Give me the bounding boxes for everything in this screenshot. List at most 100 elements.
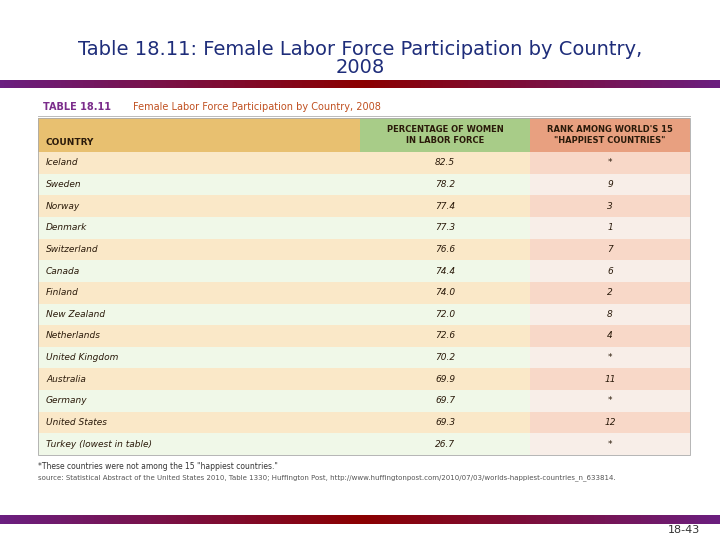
Bar	[180, 515, 184, 524]
Bar	[533, 515, 537, 524]
Bar	[652, 515, 656, 524]
Bar	[540, 80, 544, 88]
Bar	[479, 515, 483, 524]
Text: Finland: Finland	[46, 288, 79, 297]
Bar	[76, 80, 80, 88]
Bar	[616, 515, 620, 524]
Bar	[410, 515, 415, 524]
Bar	[450, 515, 454, 524]
Bar	[698, 80, 703, 88]
Text: Denmark: Denmark	[46, 223, 87, 232]
Bar	[223, 515, 228, 524]
Bar	[544, 80, 548, 88]
Bar	[425, 515, 429, 524]
Bar	[40, 80, 44, 88]
Bar	[547, 515, 552, 524]
Bar	[29, 515, 33, 524]
Bar	[205, 515, 210, 524]
Bar	[342, 80, 346, 88]
Bar	[40, 515, 44, 524]
Bar	[655, 80, 660, 88]
Bar	[38, 434, 530, 455]
Bar	[148, 515, 152, 524]
Bar	[529, 515, 534, 524]
Bar	[241, 80, 246, 88]
Bar	[155, 515, 159, 524]
Bar	[511, 515, 516, 524]
Bar	[360, 118, 530, 152]
Bar	[360, 80, 364, 88]
Bar	[38, 239, 530, 260]
Bar	[148, 80, 152, 88]
Bar	[464, 515, 469, 524]
Bar	[583, 80, 588, 88]
Bar	[317, 80, 321, 88]
Bar	[97, 80, 102, 88]
Bar	[530, 152, 690, 174]
Bar	[530, 303, 690, 325]
Bar	[212, 80, 217, 88]
Bar	[187, 515, 192, 524]
Bar	[706, 80, 710, 88]
Bar	[691, 80, 696, 88]
Bar	[461, 80, 465, 88]
Bar	[126, 515, 130, 524]
Bar	[446, 515, 451, 524]
Text: 12: 12	[604, 418, 616, 427]
Bar	[378, 515, 382, 524]
Bar	[637, 80, 642, 88]
Bar	[115, 80, 120, 88]
Bar	[58, 80, 62, 88]
Bar	[662, 515, 667, 524]
Bar	[36, 515, 40, 524]
Bar	[54, 80, 58, 88]
Bar	[234, 515, 238, 524]
Bar	[7, 515, 12, 524]
Bar	[266, 80, 271, 88]
Bar	[436, 515, 440, 524]
Bar	[209, 515, 213, 524]
Bar	[90, 80, 94, 88]
Bar	[421, 515, 426, 524]
Bar	[486, 80, 490, 88]
Bar	[338, 515, 343, 524]
Bar	[198, 80, 202, 88]
Bar	[536, 80, 541, 88]
Bar	[432, 80, 436, 88]
Bar	[274, 80, 278, 88]
Text: 82.5: 82.5	[435, 158, 455, 167]
Text: 18-43: 18-43	[667, 525, 700, 535]
Text: 69.3: 69.3	[435, 418, 455, 427]
Bar	[569, 515, 573, 524]
Text: 69.7: 69.7	[435, 396, 455, 406]
Bar	[353, 515, 357, 524]
Text: *: *	[608, 158, 612, 167]
Bar	[407, 515, 411, 524]
Bar	[554, 80, 559, 88]
Bar	[378, 80, 382, 88]
Bar	[313, 515, 318, 524]
Bar	[702, 80, 706, 88]
Bar	[259, 515, 264, 524]
Bar	[38, 390, 530, 411]
Bar	[162, 515, 166, 524]
Bar	[601, 515, 606, 524]
Bar	[263, 80, 267, 88]
Bar	[706, 515, 710, 524]
Bar	[274, 515, 278, 524]
Bar	[266, 515, 271, 524]
Bar	[518, 515, 523, 524]
Bar	[530, 434, 690, 455]
Bar	[112, 80, 116, 88]
Bar	[623, 515, 627, 524]
Bar	[529, 80, 534, 88]
Bar	[392, 80, 397, 88]
Bar	[530, 239, 690, 260]
Bar	[508, 80, 512, 88]
Bar	[530, 217, 690, 239]
Bar	[461, 515, 465, 524]
Text: Canada: Canada	[46, 267, 80, 275]
Bar	[389, 515, 393, 524]
Bar	[605, 80, 609, 88]
Bar	[86, 515, 91, 524]
